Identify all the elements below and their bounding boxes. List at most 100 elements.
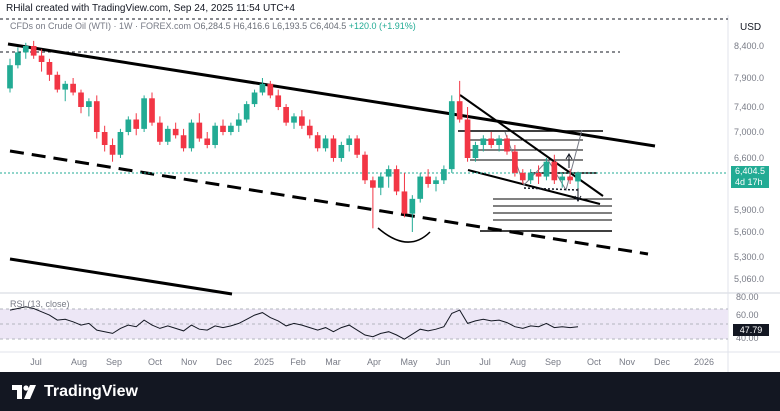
up-arrow-head xyxy=(565,153,573,160)
candle-body xyxy=(409,198,416,214)
candle-body xyxy=(46,62,53,75)
time-tick-label: Sep xyxy=(545,357,561,367)
time-tick-label: Nov xyxy=(181,357,198,367)
dotted-support[interactable] xyxy=(523,187,579,191)
candle-body xyxy=(93,101,100,132)
open-value: 6,284.5 xyxy=(200,21,231,31)
candle-body xyxy=(38,55,45,62)
created-by-header: RHilal created with TradingView.com, Sep… xyxy=(6,3,295,14)
rsi-tick-label: 80.00 xyxy=(736,292,759,302)
candle-body xyxy=(543,161,550,177)
rounding-bottom-curve[interactable] xyxy=(377,227,431,243)
wedge-upper-line[interactable] xyxy=(459,94,604,197)
candle-body xyxy=(480,138,487,145)
price-tick-label: 7,000.0 xyxy=(734,127,764,137)
candle-body xyxy=(101,132,108,145)
candle-body xyxy=(362,154,368,181)
candle-body xyxy=(291,116,297,123)
candle-body xyxy=(30,46,37,56)
candle-body xyxy=(504,138,510,152)
candle-body xyxy=(70,83,76,93)
candle-body xyxy=(164,128,171,142)
chart-canvas[interactable]: 8,400.0 7,900.0 7,400.0 7,000.0 6,600.0 5,900… xyxy=(0,0,780,372)
time-tick-label: Dec xyxy=(216,357,233,367)
channel-middle-dashed-line[interactable] xyxy=(9,149,649,256)
candle-body xyxy=(322,138,329,149)
low-value: 6,193.5 xyxy=(277,21,308,31)
open-label: O xyxy=(193,21,201,31)
candle-body xyxy=(338,145,345,158)
symbol-name: CFDs on Crude Oil (WTI) · 1W · FOREX.com xyxy=(10,21,192,31)
candle-body xyxy=(456,101,463,120)
time-tick-label: 2025 xyxy=(254,357,274,367)
price-tick-label: 5,600.0 xyxy=(734,227,764,237)
price-tick-label: 7,900.0 xyxy=(734,73,764,83)
time-tick-label: Oct xyxy=(587,357,602,367)
tradingview-logo[interactable]: TradingView xyxy=(12,382,138,402)
candle-body xyxy=(188,122,195,149)
time-tick-label: Jun xyxy=(436,357,451,367)
rsi-axis: 80.00 60.00 40.00 xyxy=(736,292,759,343)
candle-body xyxy=(551,161,558,181)
time-tick-label: Mar xyxy=(325,357,341,367)
last-price-value: 6,404.5 xyxy=(735,166,766,176)
candle-body xyxy=(212,125,218,145)
candle-body xyxy=(283,107,289,123)
price-tick-label: 8,400.0 xyxy=(734,41,764,51)
candle-body xyxy=(141,98,147,129)
candle-body xyxy=(512,151,518,173)
time-tick-label: Apr xyxy=(367,357,381,367)
candle-body xyxy=(559,176,566,181)
candle-body xyxy=(109,145,116,155)
candle-body xyxy=(575,172,581,182)
time-tick-label: Oct xyxy=(148,357,163,367)
candle-body xyxy=(86,101,92,107)
candle-body xyxy=(228,125,234,132)
candle-body xyxy=(7,65,13,89)
candle-body xyxy=(377,176,384,188)
candle-body xyxy=(243,104,250,120)
candle-body xyxy=(251,92,258,105)
candle-body xyxy=(346,138,353,145)
low-label: L xyxy=(272,21,278,31)
candle-series xyxy=(7,40,581,232)
candle-body xyxy=(567,176,573,181)
symbol-legend[interactable]: CFDs on Crude Oil (WTI) · 1W · FOREX.com… xyxy=(10,21,416,31)
candle-body xyxy=(472,145,479,158)
last-price-badge: 6,404.5 4d 17h xyxy=(731,166,769,188)
candle-body xyxy=(441,169,447,181)
change-value: +120.0 (+1.91%) xyxy=(348,21,416,31)
time-axis: Jul Aug Sep Oct Nov Dec 2025 Feb Mar Apr May Jun Jul… xyxy=(30,357,714,367)
candle-body xyxy=(235,119,242,126)
candle-body xyxy=(125,119,132,132)
candle-body xyxy=(149,98,155,123)
rsi-value-badge: 47.79 xyxy=(733,324,769,336)
candle-body xyxy=(196,122,203,139)
price-tick-label: 5,300.0 xyxy=(734,252,764,262)
currency-label[interactable]: USD xyxy=(740,22,762,33)
channel-upper-line[interactable] xyxy=(7,42,656,148)
candle-body xyxy=(417,176,424,199)
price-tick-label: 5,900.0 xyxy=(734,205,764,215)
candle-body xyxy=(204,138,211,145)
time-tick-label: Aug xyxy=(510,357,526,367)
time-tick-label: Aug xyxy=(71,357,87,367)
candle-body xyxy=(464,119,471,158)
candle-body xyxy=(496,138,502,145)
candle-body xyxy=(448,101,455,170)
price-tick-label: 5,060.0 xyxy=(734,274,764,284)
time-tick-label: Sep xyxy=(106,357,122,367)
candle-body xyxy=(433,180,439,184)
time-tick-label: Nov xyxy=(619,357,636,367)
rsi-legend[interactable]: RSI (13, close) xyxy=(10,299,70,309)
candle-body xyxy=(425,176,431,184)
price-tick-label: 7,400.0 xyxy=(734,102,764,112)
candle-body xyxy=(275,95,282,107)
tradingview-brand: TradingView xyxy=(44,383,138,400)
bar-countdown: 4d 17h xyxy=(735,177,763,187)
channel-lower-line[interactable] xyxy=(9,257,233,296)
rsi-tick-label: 60.00 xyxy=(736,310,759,320)
candle-body xyxy=(180,135,187,149)
candle-body xyxy=(330,138,337,158)
candle-body xyxy=(354,138,360,155)
